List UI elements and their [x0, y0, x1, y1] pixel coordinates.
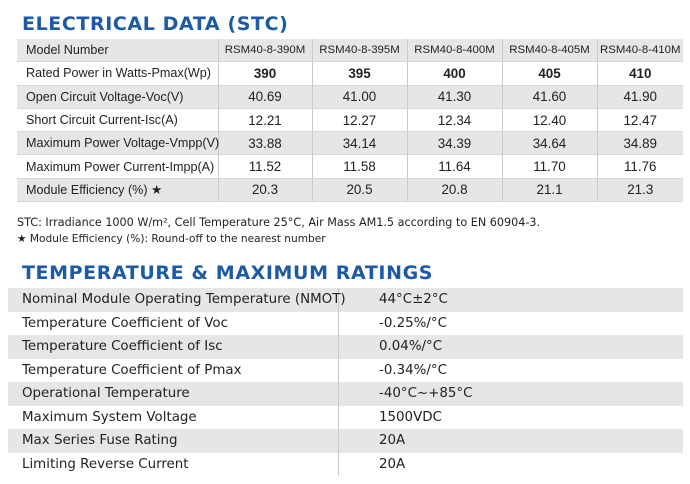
row-label: Temperature Coefficient of Pmax: [8, 358, 339, 382]
value-cell: 20.8: [407, 178, 503, 203]
table-row: Nominal Module Operating Temperature (NM…: [8, 288, 683, 312]
table-row: Rated Power in Watts-Pmax(Wp) 390 395 40…: [17, 61, 683, 86]
row-label: Short Circuit Current-Isc(A): [17, 108, 219, 133]
value-cell: 34.14: [312, 131, 408, 156]
value-cell: 410: [597, 61, 683, 86]
row-label: Maximum System Voltage: [8, 405, 339, 429]
value-cell: 11.64: [407, 154, 503, 179]
efficiency-footnote: ★ Module Efficiency (%): Round-off to th…: [17, 233, 326, 245]
value-cell: 41.00: [312, 85, 408, 109]
model-cell: RSM40-8-400M: [407, 39, 503, 63]
value-cell: 41.90: [597, 85, 683, 109]
row-label: Temperature Coefficient of Isc: [8, 335, 339, 359]
row-label: Open Circuit Voltage-Voc(V): [17, 85, 219, 109]
value-cell: 20.3: [218, 178, 313, 203]
table-row: Operational Temperature -40°C~+85°C: [8, 382, 683, 406]
value-cell: 20A: [338, 429, 683, 453]
value-cell: 400: [407, 61, 503, 86]
row-label: Temperature Coefficient of Voc: [8, 311, 339, 335]
value-cell: -0.25%/°C: [338, 311, 683, 335]
row-label: Model Number: [17, 39, 219, 63]
table-row: Open Circuit Voltage-Voc(V) 40.69 41.00 …: [17, 85, 683, 109]
row-label: Nominal Module Operating Temperature (NM…: [8, 288, 346, 312]
table-row: Short Circuit Current-Isc(A) 12.21 12.27…: [17, 108, 683, 133]
value-cell: 11.76: [597, 154, 683, 179]
value-cell: 390: [218, 61, 313, 86]
value-cell: 11.58: [312, 154, 408, 179]
row-label: Operational Temperature: [8, 382, 339, 406]
model-cell: RSM40-8-395M: [312, 39, 408, 63]
electrical-data-table: Model Number RSM40-8-390M RSM40-8-395M R…: [17, 39, 683, 203]
value-cell: -0.34%/°C: [338, 358, 683, 382]
model-cell: RSM40-8-410M: [597, 39, 683, 63]
temperature-ratings-title: TEMPERATURE & MAXIMUM RATINGS: [22, 262, 434, 284]
value-cell: 20A: [338, 452, 683, 476]
table-row: Module Efficiency (%) ★ 20.3 20.5 20.8 2…: [17, 178, 683, 203]
value-cell: 12.21: [218, 108, 313, 133]
table-row: Temperature Coefficient of Voc -0.25%/°C: [8, 311, 683, 335]
value-cell: 11.52: [218, 154, 313, 179]
table-row: Maximum Power Current-Impp(A) 11.52 11.5…: [17, 154, 683, 179]
value-cell: 395: [312, 61, 408, 86]
row-label: Maximum Power Current-Impp(A): [17, 154, 219, 179]
value-cell: 0.04%/°C: [338, 335, 683, 359]
value-cell: 405: [502, 61, 598, 86]
model-number-row: Model Number RSM40-8-390M RSM40-8-395M R…: [17, 39, 683, 63]
value-cell: 33.88: [218, 131, 313, 156]
row-label: Limiting Reverse Current: [8, 452, 339, 476]
value-cell: 21.3: [597, 178, 683, 203]
electrical-data-title: ELECTRICAL DATA (STC): [22, 13, 289, 35]
model-cell: RSM40-8-405M: [502, 39, 598, 63]
value-cell: 11.70: [502, 154, 598, 179]
table-row: Temperature Coefficient of Pmax -0.34%/°…: [8, 358, 683, 382]
value-cell: 1500VDC: [338, 405, 683, 429]
table-row: Max Series Fuse Rating 20A: [8, 429, 683, 453]
table-row: Limiting Reverse Current 20A: [8, 452, 683, 476]
value-cell: 12.34: [407, 108, 503, 133]
row-label: Module Efficiency (%) ★: [17, 178, 219, 203]
value-cell: 34.64: [502, 131, 598, 156]
value-cell: -40°C~+85°C: [338, 382, 683, 406]
value-cell: 20.5: [312, 178, 408, 203]
table-row: Maximum System Voltage 1500VDC: [8, 405, 683, 429]
value-cell: 41.30: [407, 85, 503, 109]
table-row: Temperature Coefficient of Isc 0.04%/°C: [8, 335, 683, 359]
value-cell: 21.1: [502, 178, 598, 203]
value-cell: 40.69: [218, 85, 313, 109]
value-cell: 12.47: [597, 108, 683, 133]
value-cell: 34.39: [407, 131, 503, 156]
temperature-ratings-table: Nominal Module Operating Temperature (NM…: [8, 288, 683, 476]
value-cell: 12.40: [502, 108, 598, 133]
model-cell: RSM40-8-390M: [218, 39, 313, 63]
value-cell: 12.27: [312, 108, 408, 133]
value-cell: 34.89: [597, 131, 683, 156]
row-label: Max Series Fuse Rating: [8, 429, 339, 453]
row-label: Maximum Power Voltage-Vmpp(V): [17, 131, 219, 156]
stc-footnote: STC: Irradiance 1000 W/m², Cell Temperat…: [17, 216, 541, 229]
value-cell: 41.60: [502, 85, 598, 109]
value-cell: 44°C±2°C: [338, 288, 683, 312]
row-label: Rated Power in Watts-Pmax(Wp): [17, 61, 219, 86]
table-row: Maximum Power Voltage-Vmpp(V) 33.88 34.1…: [17, 131, 683, 156]
